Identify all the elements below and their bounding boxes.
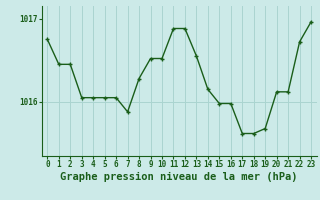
X-axis label: Graphe pression niveau de la mer (hPa): Graphe pression niveau de la mer (hPa) (60, 172, 298, 182)
